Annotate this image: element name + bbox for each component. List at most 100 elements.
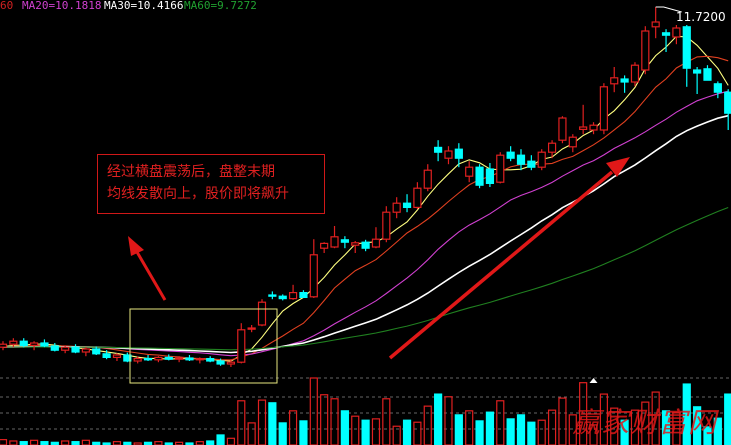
- volume-bar: [237, 400, 246, 445]
- candle-up: [237, 329, 246, 363]
- candle-down: [361, 241, 370, 249]
- candle-down: [516, 154, 526, 165]
- volume-bar: [568, 414, 577, 445]
- candle-down: [164, 356, 173, 360]
- candle-up: [537, 151, 546, 168]
- candle-down: [682, 26, 691, 69]
- arrow-large-shaft: [388, 170, 614, 360]
- candle-up: [81, 348, 90, 353]
- volume-bar: [19, 441, 28, 445]
- volume-bar: [547, 409, 557, 445]
- candle-down: [19, 340, 28, 347]
- volume-bar: [175, 441, 184, 445]
- volume-bar: [465, 410, 474, 445]
- volume-bar: [226, 437, 236, 445]
- candle-up: [175, 357, 184, 360]
- candle-down: [340, 239, 349, 243]
- candle-up: [392, 202, 401, 213]
- volume-bar: [143, 441, 153, 445]
- ma30-label: MA30=10.4166: [104, 0, 184, 12]
- candle-down: [434, 146, 443, 153]
- candle-down: [143, 358, 153, 361]
- volume-bar: [630, 409, 640, 445]
- volume-bar: [413, 421, 422, 445]
- annotation-line-1: 经过横盘震荡后，盘整末期: [107, 164, 275, 180]
- candle-down: [123, 354, 132, 362]
- volume-bar: [61, 440, 70, 445]
- volume-bar: [475, 420, 484, 445]
- candle-up: [651, 21, 660, 28]
- volume-bar: [651, 391, 660, 445]
- volume-bar: [309, 377, 318, 445]
- volume-bar: [454, 414, 463, 445]
- volume-bar: [50, 441, 59, 445]
- volume-bar: [485, 411, 495, 445]
- volume-bar: [29, 439, 39, 445]
- volume-bar: [9, 440, 18, 445]
- candle-up: [371, 238, 381, 248]
- ma20-label: MA20=10.1818: [22, 0, 102, 12]
- volume-bar: [299, 420, 308, 445]
- ma-fragment-label: 60: [0, 0, 14, 12]
- candle-down: [485, 168, 495, 184]
- high-pointer-line: [655, 6, 682, 13]
- candle-up: [288, 292, 298, 300]
- candle-up: [589, 124, 598, 131]
- volume-bar: [71, 441, 80, 445]
- volume-bar: [340, 410, 349, 445]
- candle-up: [599, 86, 608, 131]
- volume-bar: [112, 441, 122, 445]
- volume-bar: [434, 393, 443, 445]
- volume-bar: [330, 398, 339, 445]
- ma20-line: [2, 90, 729, 357]
- arrow-small-head: [128, 236, 144, 256]
- candle-up: [672, 27, 681, 38]
- candle-up: [465, 166, 474, 177]
- candle-down: [102, 353, 111, 358]
- candle-down: [40, 342, 49, 347]
- candle-down: [206, 358, 215, 362]
- candle-down: [92, 348, 101, 355]
- candle-up: [330, 236, 339, 248]
- candle-up: [247, 327, 256, 330]
- candle-down: [506, 151, 515, 159]
- ma30-line: [2, 114, 729, 354]
- candle-down: [185, 357, 194, 361]
- volume-marker-triangle: [589, 378, 598, 383]
- candle-up: [568, 136, 577, 148]
- ma60-line: [2, 206, 729, 351]
- annotation-box: 经过横盘震荡后，盘整末期 均线发散向上，股价即将飙升: [97, 154, 325, 214]
- volume-bar: [320, 394, 329, 445]
- volume-bar: [154, 441, 163, 445]
- candle-up: [61, 346, 70, 351]
- candle-down: [402, 202, 412, 208]
- watermark-logo: 赢家财富网: [572, 406, 718, 439]
- candle-down: [693, 69, 702, 74]
- volume-bar: [195, 441, 204, 445]
- arrow-small-shaft: [135, 251, 167, 301]
- volume-bar: [382, 398, 391, 445]
- candle-up: [112, 354, 122, 358]
- candle-down: [475, 166, 484, 186]
- candle-up: [641, 30, 650, 71]
- volume-bar: [496, 400, 505, 445]
- candle-up: [423, 169, 432, 189]
- volume-bar: [361, 419, 370, 445]
- volume-bar: [81, 439, 90, 445]
- volume-bar: [579, 382, 588, 445]
- candle-down: [703, 68, 712, 81]
- candle-up: [133, 358, 142, 362]
- candle-up: [610, 77, 619, 85]
- candle-down: [268, 294, 277, 297]
- volume-bar: [537, 419, 546, 445]
- volume-bar: [423, 405, 432, 445]
- volume-bar: [278, 422, 287, 445]
- volume-bar: [123, 441, 132, 445]
- candle-up: [382, 211, 391, 240]
- candle-down: [278, 295, 287, 300]
- volume-bar: [92, 441, 101, 445]
- candle-up: [496, 154, 505, 183]
- volume-bar: [703, 426, 712, 445]
- volume-bar: [724, 393, 731, 445]
